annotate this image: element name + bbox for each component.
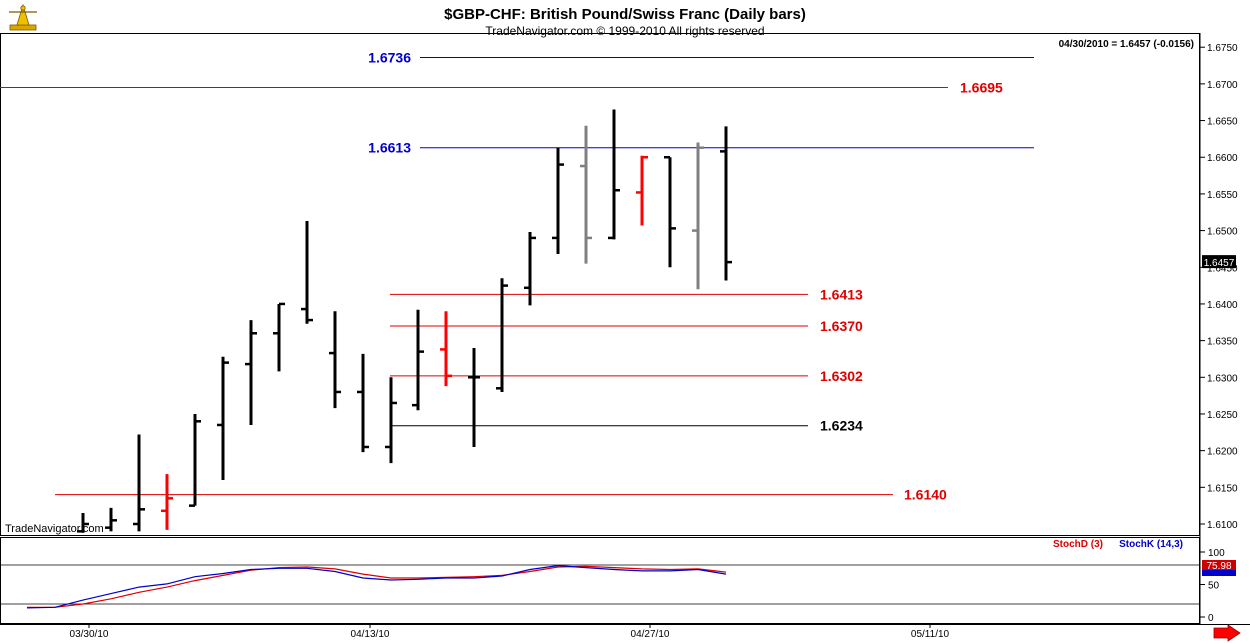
- ohlc-bar: [720, 126, 732, 281]
- ohlc-bar: [161, 474, 173, 530]
- ohlc-bar: [608, 109, 620, 240]
- level-label: 1.6302: [820, 368, 863, 384]
- ohlc-bar: [329, 311, 341, 409]
- ohlc-bar: [273, 302, 285, 372]
- ohlc-bar: [189, 413, 201, 507]
- price-tick-label: 1.6550: [1207, 190, 1238, 201]
- ohlc-bar: [468, 347, 480, 447]
- price-tick-label: 1.6400: [1207, 300, 1238, 311]
- ohlc-bar: [412, 309, 424, 411]
- level-label: 1.6413: [820, 286, 863, 302]
- price-tick-label: 1.6200: [1207, 447, 1238, 458]
- ohlc-bar: [105, 507, 117, 532]
- ohlc-bars: [77, 109, 732, 533]
- chart-title: $GBP-CHF: British Pound/Swiss Franc (Dai…: [444, 6, 806, 23]
- stoch-tick-label: 0: [1208, 613, 1214, 624]
- price-tick-label: 1.6300: [1207, 373, 1238, 384]
- stoch-panel-frame: [0, 537, 1200, 624]
- ohlc-bar: [133, 434, 145, 532]
- date-tick-label: 04/13/10: [351, 629, 390, 640]
- ohlc-bar: [636, 155, 648, 226]
- date-tick-label: 03/30/10: [70, 629, 109, 640]
- date-tick-label: 04/27/10: [631, 629, 670, 640]
- ohlc-bar: [496, 278, 508, 392]
- stoch-d-line: [27, 565, 727, 608]
- price-tick-label: 1.6650: [1207, 117, 1238, 128]
- price-tick-label: 1.6450: [1207, 263, 1238, 274]
- ohlc-bar: [245, 320, 257, 425]
- logo-icon: [9, 3, 37, 31]
- scroll-right-icon[interactable]: [1213, 624, 1241, 642]
- level-label: 1.6234: [820, 418, 863, 434]
- price-axis: 1.6750 1.6700 1.6650 1.6600 1.6550 1.6500 1.64…: [1200, 43, 1238, 531]
- date-tick-label: 05/11/10: [911, 629, 950, 640]
- copyright-text: TradeNavigator.com © 1999-2010 All right…: [485, 24, 764, 38]
- date-axis: 03/30/10 04/13/10 04/27/10 05/11/10: [70, 624, 950, 640]
- price-tick-label: 1.6600: [1207, 153, 1238, 164]
- ohlc-bar: [77, 512, 89, 533]
- price-tick-label: 1.6500: [1207, 227, 1238, 238]
- ohlc-bar: [664, 155, 676, 268]
- price-tick-label: 1.6150: [1207, 483, 1238, 494]
- stoch-guides: [0, 564, 1200, 605]
- stoch-tick-label: 50: [1208, 581, 1220, 592]
- price-tick-label: 1.6700: [1207, 80, 1238, 91]
- ohlc-bar: [301, 221, 313, 324]
- level-label: 1.6736: [368, 49, 411, 65]
- price-readout: 04/30/2010 = 1.6457 (-0.0156): [1059, 39, 1194, 50]
- stoch-tick-label: 100: [1208, 548, 1225, 559]
- price-tick-label: 1.6350: [1207, 337, 1238, 348]
- level-label: 1.6370: [820, 318, 863, 334]
- level-label: 1.6140: [904, 487, 947, 503]
- stoch-k-legend: StochK (14,3): [1119, 539, 1183, 550]
- price-tick-label: 1.6250: [1207, 410, 1238, 421]
- ohlc-bar: [385, 377, 397, 464]
- price-tick-label: 1.6750: [1207, 43, 1238, 54]
- ohlc-bar: [357, 353, 369, 453]
- ohlc-bar: [692, 142, 704, 290]
- last-price-marker: 1.6457: [1202, 255, 1236, 269]
- ohlc-bar: [552, 147, 564, 255]
- ohlc-bar: [580, 125, 592, 264]
- ohlc-bar: [217, 356, 229, 480]
- stoch-last-marker: 75.98: [1202, 560, 1236, 576]
- price-panel-frame: [0, 33, 1200, 536]
- level-label: 1.6613: [368, 140, 411, 156]
- stoch-axis: 100 50 0: [1200, 548, 1225, 624]
- stoch-last-label: 75.98: [1206, 561, 1231, 572]
- level-label: 1.6695: [960, 80, 1003, 96]
- ohlc-bar: [524, 232, 536, 306]
- support-resistance-levels: 1.6736 1.6695 1.6613 1.6413 1.6370 1.6302 1.62…: [0, 49, 1034, 503]
- price-tick-label: 1.6100: [1207, 520, 1238, 531]
- stoch-k-line: [26, 564, 727, 609]
- last-price-label: 1.6457: [1204, 258, 1235, 269]
- stoch-d-legend: StochD (3): [1053, 539, 1103, 550]
- ohlc-bar: [440, 311, 452, 387]
